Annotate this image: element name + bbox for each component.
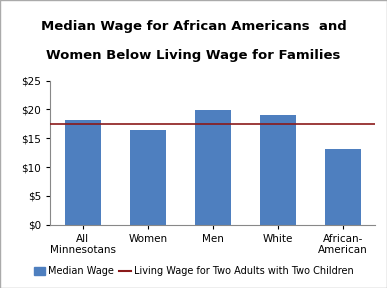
Legend: Median Wage, Living Wage for Two Adults with Two Children: Median Wage, Living Wage for Two Adults … [30, 262, 357, 280]
Bar [260, 115, 296, 225]
Bar [325, 149, 361, 225]
Bar [195, 110, 231, 225]
Text: Women Below Living Wage for Families: Women Below Living Wage for Families [46, 49, 341, 62]
Bar [130, 130, 166, 225]
Bar [65, 120, 101, 225]
Text: Median Wage for African Americans  and: Median Wage for African Americans and [41, 20, 346, 33]
